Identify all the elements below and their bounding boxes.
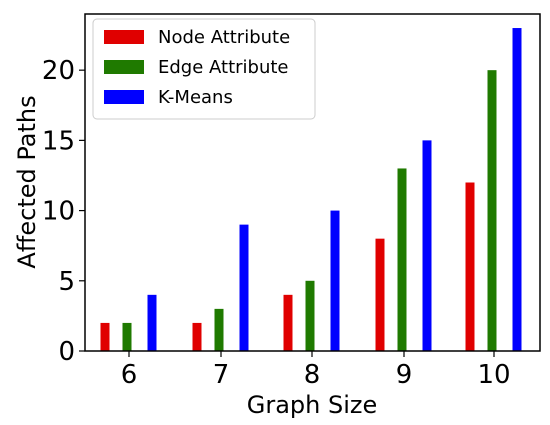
bar-edge-attribute-7 xyxy=(214,308,224,351)
bar-k-means-9 xyxy=(422,140,432,351)
x-tick-label: 8 xyxy=(304,360,321,390)
legend-swatch-node-attribute xyxy=(104,30,144,44)
y-tick-label: 15 xyxy=(42,126,75,156)
x-axis: 6 7 8 9 10 xyxy=(121,351,511,390)
bar-node-attribute-8 xyxy=(283,294,293,351)
y-tick-label: 20 xyxy=(42,56,75,86)
y-tick-label: 0 xyxy=(58,337,75,367)
bar-node-attribute-9 xyxy=(375,238,385,351)
y-axis-label: Affected Paths xyxy=(13,95,41,268)
legend-swatch-edge-attribute xyxy=(104,60,144,74)
x-tick-label: 6 xyxy=(121,360,138,390)
legend: Node Attribute Edge Attribute K-Means xyxy=(92,18,316,120)
x-tick-label: 9 xyxy=(396,360,413,390)
x-tick-label: 7 xyxy=(213,360,230,390)
legend-label: K-Means xyxy=(158,87,233,108)
bar-k-means-10 xyxy=(512,28,522,352)
bar-edge-attribute-8 xyxy=(305,280,315,351)
legend-label: Edge Attribute xyxy=(158,57,289,78)
bar-k-means-8 xyxy=(330,210,340,351)
legend-label: Node Attribute xyxy=(158,27,290,48)
bar-node-attribute-7 xyxy=(192,322,202,351)
bar-k-means-6 xyxy=(147,294,157,351)
y-tick-label: 5 xyxy=(58,267,75,297)
y-axis: 0 5 10 15 20 xyxy=(42,56,85,367)
bar-node-attribute-6 xyxy=(100,322,110,351)
x-tick-label: 10 xyxy=(477,360,510,390)
bar-edge-attribute-10 xyxy=(487,70,497,352)
x-axis-label: Graph Size xyxy=(247,391,378,419)
bar-edge-attribute-9 xyxy=(397,168,407,351)
bar-node-attribute-10 xyxy=(465,182,475,351)
bar-edge-attribute-6 xyxy=(122,322,132,351)
y-tick-label: 10 xyxy=(42,197,75,227)
legend-box xyxy=(92,18,316,120)
legend-swatch-k-means xyxy=(104,90,144,104)
bar-k-means-7 xyxy=(239,224,249,351)
bars-layer xyxy=(100,28,522,352)
